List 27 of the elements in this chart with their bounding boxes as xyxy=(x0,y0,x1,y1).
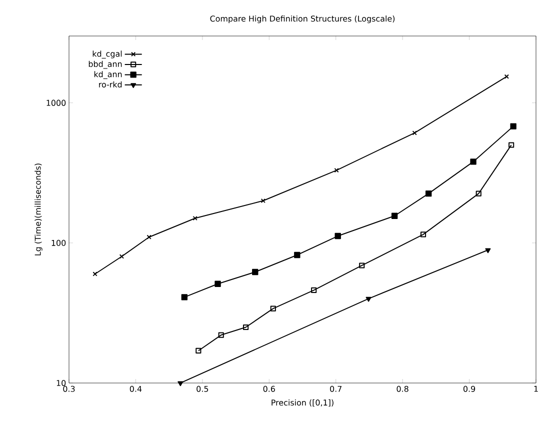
point xyxy=(334,168,339,173)
point xyxy=(425,190,432,197)
point xyxy=(311,287,317,293)
point xyxy=(252,268,258,276)
point xyxy=(196,348,202,354)
point xyxy=(178,381,184,386)
point xyxy=(470,158,476,165)
point xyxy=(420,232,426,238)
point xyxy=(334,232,341,240)
point xyxy=(270,306,276,312)
point xyxy=(412,130,417,136)
point xyxy=(214,280,221,287)
point xyxy=(192,216,198,221)
point xyxy=(260,198,266,204)
point xyxy=(510,123,516,130)
point xyxy=(218,332,224,338)
point xyxy=(119,254,124,259)
point xyxy=(294,252,300,258)
point xyxy=(485,248,491,254)
point xyxy=(146,234,152,240)
point xyxy=(359,262,365,268)
point xyxy=(243,324,249,330)
point xyxy=(476,190,482,196)
point xyxy=(391,212,398,219)
point xyxy=(366,296,372,302)
point xyxy=(508,142,514,148)
point xyxy=(181,294,188,300)
